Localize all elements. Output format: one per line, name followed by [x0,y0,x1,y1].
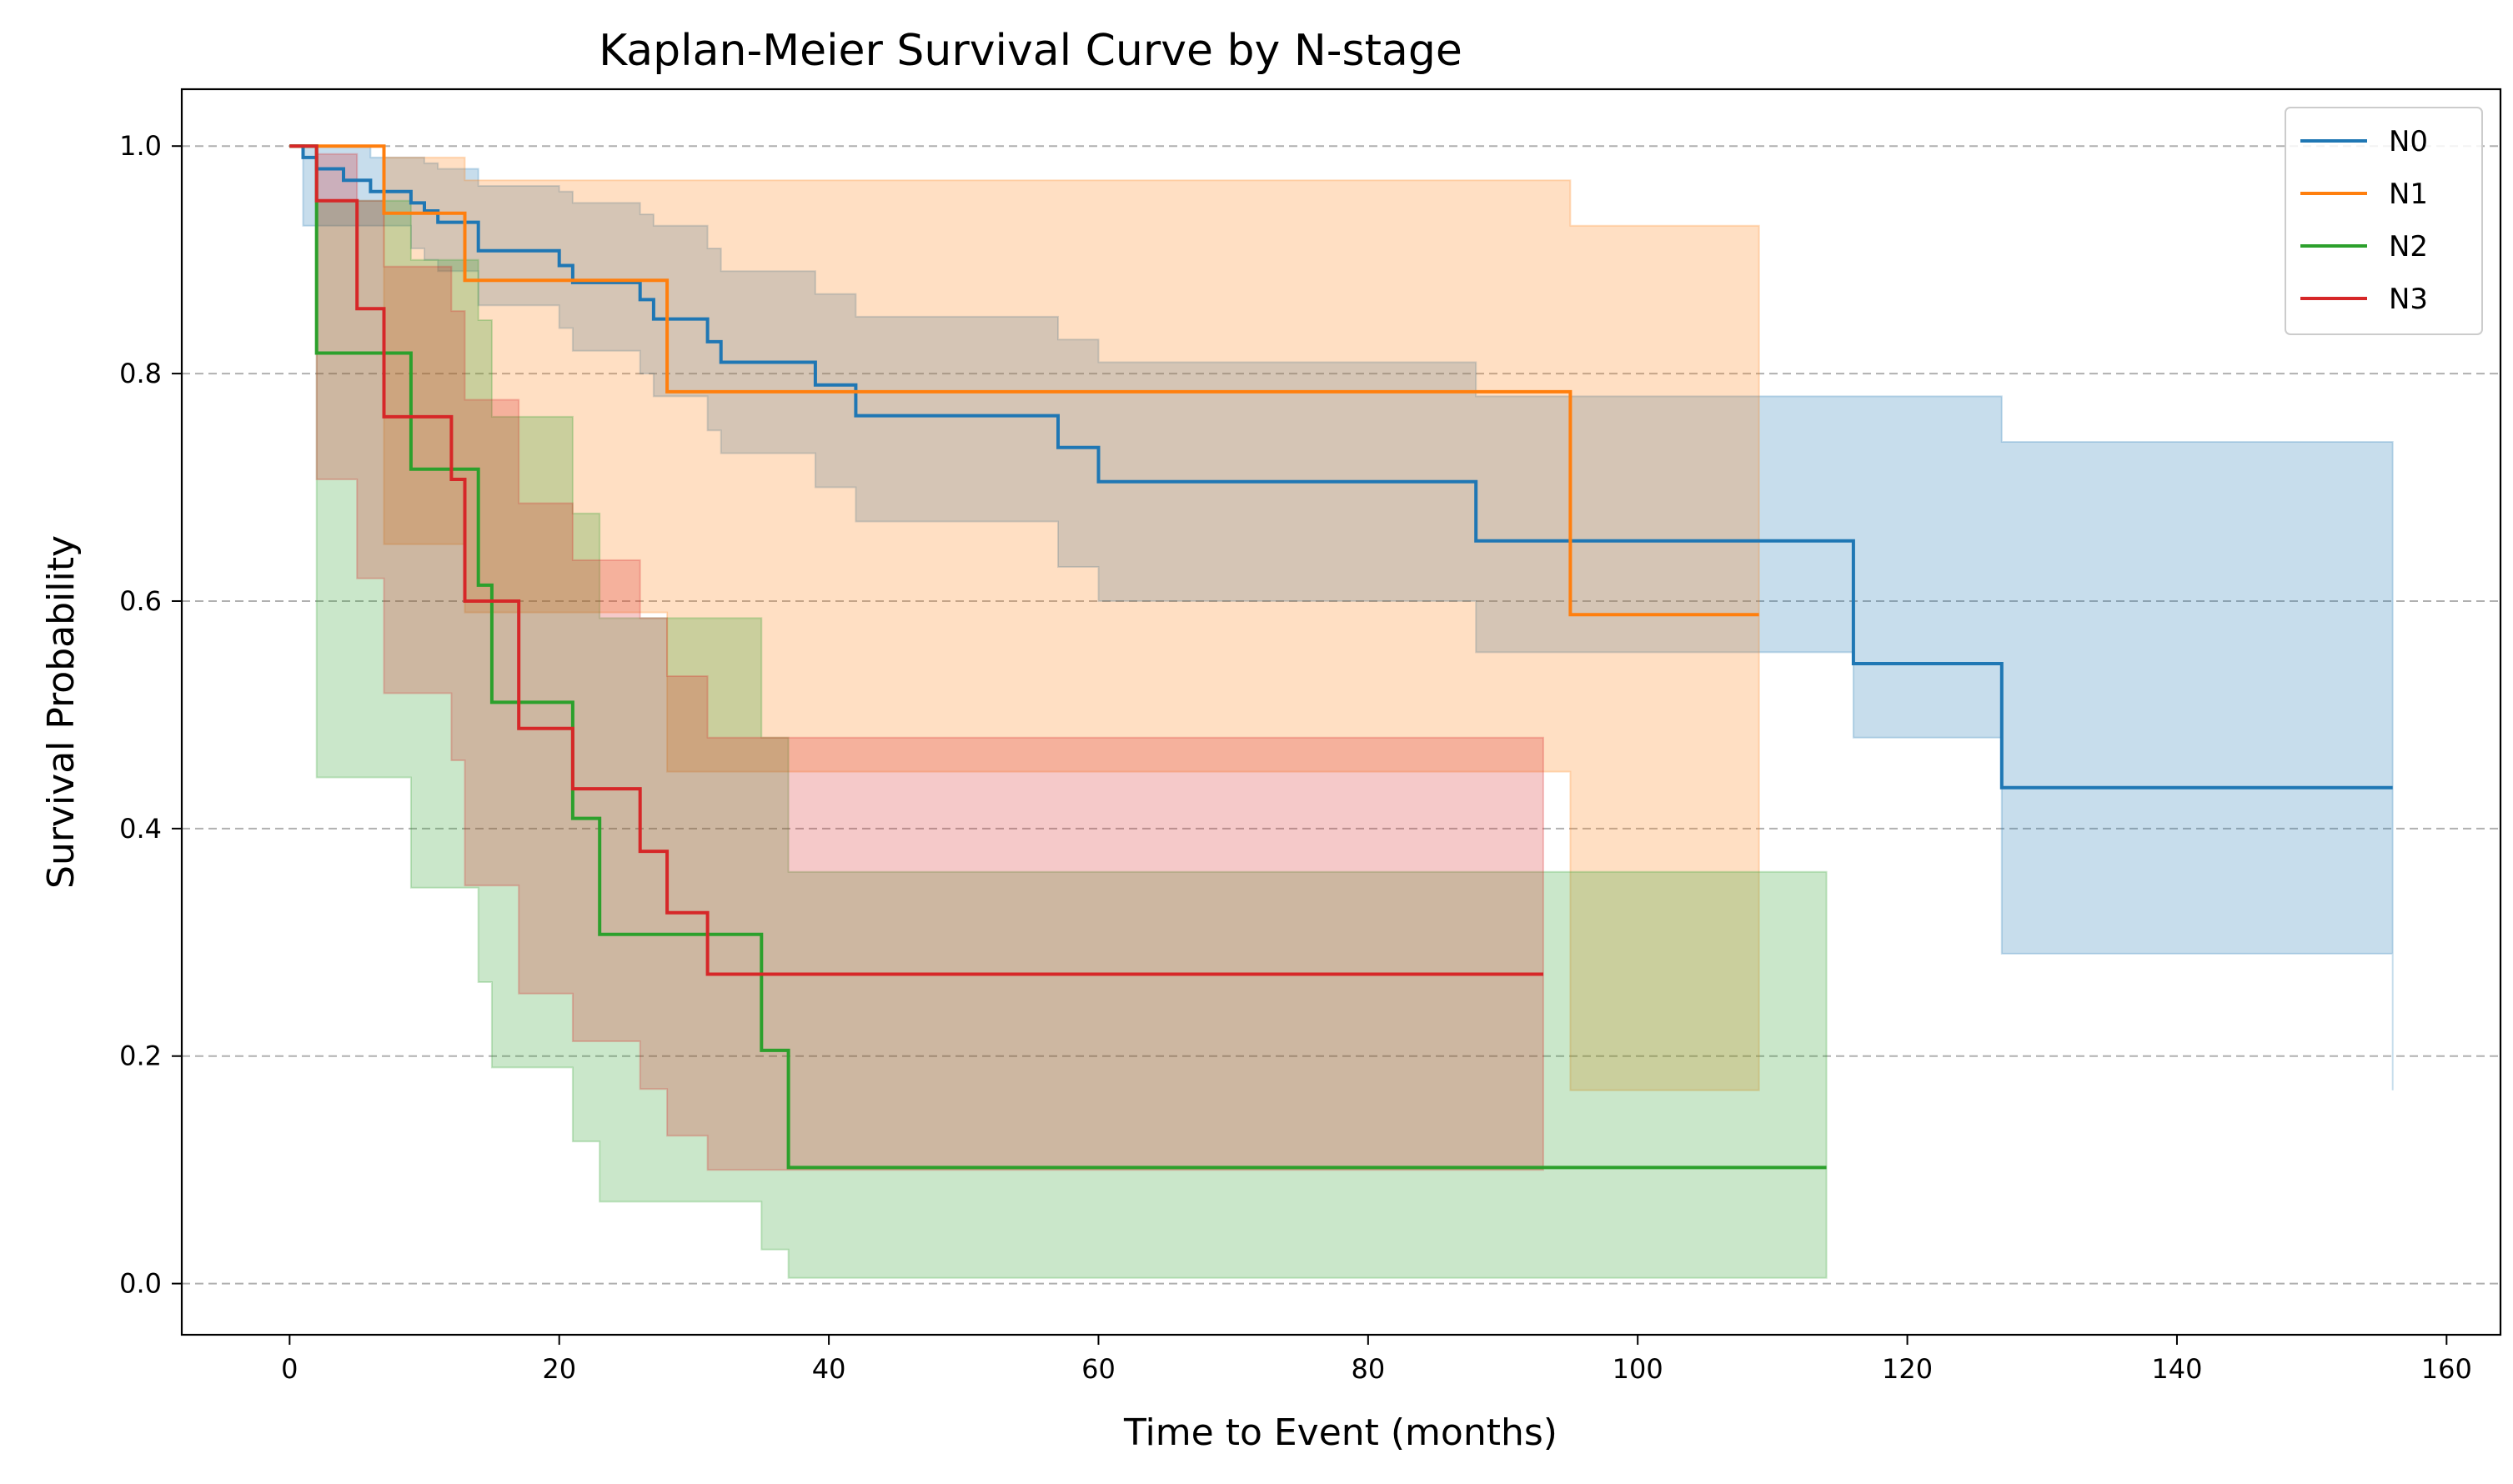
y-tick-label-1: 0.2 [119,1040,162,1072]
x-tick-label-2: 40 [812,1353,846,1385]
survival-line-n1 [289,144,1759,617]
y-tick-label-0: 0.0 [119,1268,162,1300]
legend-label-n2: N2 [2389,230,2428,263]
chart-title: Kaplan-Meier Survival Curve by N-stage [599,26,1462,76]
x-tick-label-7: 140 [2151,1353,2202,1385]
x-axis-ticks: 0 20 40 60 80 100 120 140 160 [281,1335,2472,1385]
legend-label-n0: N0 [2389,125,2428,158]
confidence-band-n3 [289,145,1544,1171]
legend: N0 N1 N2 N3 [2285,107,2483,335]
x-tick-label-8: 160 [2421,1353,2472,1385]
survival-line-n3 [289,144,1543,976]
survival-line-n2 [289,144,1827,1170]
plot-frame [180,88,2502,1336]
y-tick-label-5: 1.0 [119,130,162,162]
y-tick-label-3: 0.6 [119,585,162,617]
survival-lines [289,144,2393,1170]
y-tick-label-2: 0.4 [119,813,162,845]
y-axis-ticks: 0.0 0.2 0.4 0.6 0.8 1.0 [119,130,182,1300]
legend-label-n1: N1 [2389,178,2428,211]
legend-box [2285,107,2483,335]
y-axis-label: Survival Probability [40,535,83,889]
x-axis-label: Time to Event (months) [1123,1411,1557,1454]
x-tick-label-1: 20 [542,1353,576,1385]
confidence-band-n2 [289,145,1828,1279]
x-tick-label-3: 60 [1081,1353,1116,1385]
x-tick-label-6: 120 [1882,1353,1933,1385]
x-tick-label-4: 80 [1351,1353,1385,1385]
x-tick-label-0: 0 [281,1353,298,1385]
x-tick-label-5: 100 [1613,1353,1663,1385]
survival-line-n0 [289,144,2393,790]
legend-label-n3: N3 [2389,283,2428,316]
y-tick-label-4: 0.8 [119,358,162,389]
